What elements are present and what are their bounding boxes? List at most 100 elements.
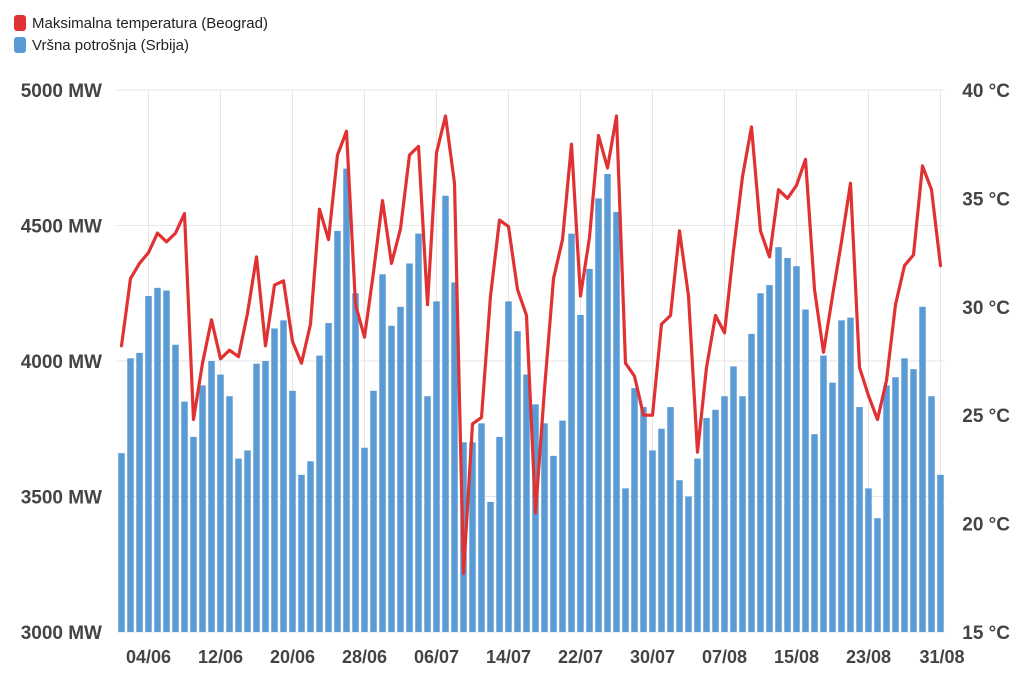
consumption-bar[interactable] bbox=[442, 195, 449, 632]
consumption-bar[interactable] bbox=[307, 461, 314, 632]
consumption-bar[interactable] bbox=[568, 233, 575, 632]
consumption-bar[interactable] bbox=[316, 355, 323, 632]
consumption-bar[interactable] bbox=[343, 168, 350, 632]
consumption-bar[interactable] bbox=[154, 287, 161, 632]
consumption-bar[interactable] bbox=[631, 388, 638, 632]
consumption-bar[interactable] bbox=[415, 233, 422, 632]
consumption-bar[interactable] bbox=[820, 355, 827, 632]
consumption-bar[interactable] bbox=[865, 488, 872, 632]
x-tick-label: 07/08 bbox=[702, 647, 747, 667]
consumption-bar[interactable] bbox=[685, 496, 692, 633]
consumption-bar[interactable] bbox=[370, 390, 377, 632]
consumption-bar[interactable] bbox=[325, 323, 332, 632]
consumption-bar[interactable] bbox=[145, 295, 152, 632]
consumption-bar[interactable] bbox=[190, 436, 197, 632]
legend-item-consumption[interactable]: Vršna potrošnja (Srbija) bbox=[14, 34, 268, 56]
consumption-bar[interactable] bbox=[622, 488, 629, 632]
consumption-bar[interactable] bbox=[199, 385, 206, 632]
consumption-bar[interactable] bbox=[496, 436, 503, 632]
consumption-bar[interactable] bbox=[505, 301, 512, 632]
consumption-bar[interactable] bbox=[136, 352, 143, 632]
consumption-bar[interactable] bbox=[487, 501, 494, 632]
consumption-bar[interactable] bbox=[433, 301, 440, 632]
consumption-bar[interactable] bbox=[469, 442, 476, 632]
consumption-bar[interactable] bbox=[514, 331, 521, 632]
consumption-bar[interactable] bbox=[172, 344, 179, 632]
consumption-bar[interactable] bbox=[181, 401, 188, 632]
consumption-bar[interactable] bbox=[118, 453, 125, 632]
consumption-bar[interactable] bbox=[478, 423, 485, 632]
consumption-bar[interactable] bbox=[730, 366, 737, 632]
consumption-bar[interactable] bbox=[892, 377, 899, 632]
consumption-bar[interactable] bbox=[694, 458, 701, 632]
consumption-bar[interactable] bbox=[604, 174, 611, 632]
consumption-bar[interactable] bbox=[667, 407, 674, 632]
consumption-bar[interactable] bbox=[883, 385, 890, 632]
consumption-bar[interactable] bbox=[271, 328, 278, 632]
consumption-bar[interactable] bbox=[874, 518, 881, 632]
consumption-bar[interactable] bbox=[451, 282, 458, 632]
consumption-bar[interactable] bbox=[712, 409, 719, 632]
consumption-bar[interactable] bbox=[397, 306, 404, 632]
consumption-bar[interactable] bbox=[550, 455, 557, 632]
y-right-tick-label: 20 °C bbox=[962, 515, 1010, 536]
consumption-bar[interactable] bbox=[739, 396, 746, 632]
consumption-bar[interactable] bbox=[262, 361, 269, 632]
consumption-bar[interactable] bbox=[613, 211, 620, 632]
consumption-bar[interactable] bbox=[361, 447, 368, 632]
consumption-bar[interactable] bbox=[208, 361, 215, 632]
consumption-bar[interactable] bbox=[298, 474, 305, 632]
consumption-bar[interactable] bbox=[586, 268, 593, 632]
consumption-bar[interactable] bbox=[901, 358, 908, 632]
consumption-bar[interactable] bbox=[775, 247, 782, 632]
consumption-bar[interactable] bbox=[523, 374, 530, 632]
consumption-bar[interactable] bbox=[559, 420, 566, 632]
consumption-bar[interactable] bbox=[910, 369, 917, 632]
y-right-tick-label: 35 °C bbox=[962, 189, 1010, 210]
consumption-bar[interactable] bbox=[784, 258, 791, 632]
consumption-bar[interactable] bbox=[352, 293, 359, 632]
y-right-tick-label: 30 °C bbox=[962, 298, 1010, 319]
axis-layer: 3000 MW 3500 MW 4000 MW 4500 MW 5000 MW 15 °C… bbox=[21, 81, 1011, 667]
consumption-bar[interactable] bbox=[406, 263, 413, 632]
consumption-bar[interactable] bbox=[649, 450, 656, 632]
consumption-bar[interactable] bbox=[577, 314, 584, 632]
consumption-bar[interactable] bbox=[379, 274, 386, 632]
consumption-bar[interactable] bbox=[289, 390, 296, 632]
consumption-bar[interactable] bbox=[793, 266, 800, 632]
consumption-bar[interactable] bbox=[937, 474, 944, 632]
consumption-bar[interactable] bbox=[280, 320, 287, 632]
consumption-bar[interactable] bbox=[532, 404, 539, 632]
consumption-bar[interactable] bbox=[217, 374, 224, 632]
consumption-bar[interactable] bbox=[766, 285, 773, 632]
consumption-bar[interactable] bbox=[919, 306, 926, 632]
consumption-bar[interactable] bbox=[802, 309, 809, 632]
consumption-bar[interactable] bbox=[829, 382, 836, 632]
consumption-bar[interactable] bbox=[658, 428, 665, 632]
consumption-bar[interactable] bbox=[541, 423, 548, 632]
consumption-bar[interactable] bbox=[235, 458, 242, 632]
consumption-bar[interactable] bbox=[847, 317, 854, 632]
consumption-bar[interactable] bbox=[811, 434, 818, 632]
consumption-bar[interactable] bbox=[226, 396, 233, 632]
consumption-bar[interactable] bbox=[838, 320, 845, 632]
consumption-bar[interactable] bbox=[595, 198, 602, 632]
consumption-bar[interactable] bbox=[640, 407, 647, 632]
consumption-bar[interactable] bbox=[856, 407, 863, 632]
temperature-line[interactable] bbox=[119, 114, 943, 576]
consumption-bar[interactable] bbox=[388, 325, 395, 632]
consumption-bar[interactable] bbox=[676, 480, 683, 632]
consumption-bar[interactable] bbox=[928, 396, 935, 632]
legend-item-temperature[interactable]: Maksimalna temperatura (Beograd) bbox=[14, 12, 268, 34]
consumption-bar[interactable] bbox=[253, 363, 260, 632]
consumption-bar[interactable] bbox=[721, 396, 728, 632]
consumption-bar[interactable] bbox=[334, 230, 341, 633]
consumption-bar[interactable] bbox=[163, 290, 170, 632]
consumption-bar[interactable] bbox=[424, 396, 431, 632]
consumption-bar[interactable] bbox=[244, 450, 251, 632]
legend: Maksimalna temperatura (Beograd) Vršna p… bbox=[14, 12, 268, 56]
consumption-bar[interactable] bbox=[127, 358, 134, 632]
consumption-bar[interactable] bbox=[748, 333, 755, 632]
consumption-bar[interactable] bbox=[703, 417, 710, 632]
consumption-bar[interactable] bbox=[757, 293, 764, 632]
